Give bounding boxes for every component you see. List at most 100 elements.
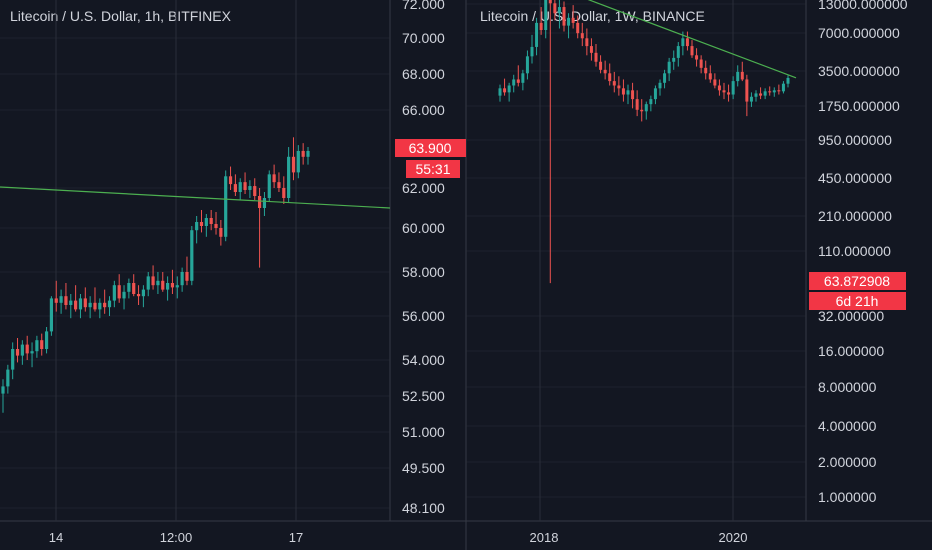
right-candle-body — [763, 91, 767, 96]
right-candle-body — [567, 17, 571, 26]
left-y-tick-label: 60.000 — [402, 220, 445, 236]
right-candle-body — [722, 90, 726, 93]
right-candle-body — [685, 38, 689, 47]
left-y-tick-label: 72.000 — [402, 0, 445, 12]
right-candle-body — [507, 85, 511, 93]
right-candle-body — [585, 38, 589, 47]
right-candle-body — [525, 56, 529, 74]
left-candle-body — [15, 349, 20, 356]
left-candle-body — [185, 272, 189, 281]
right-candle-body — [594, 52, 598, 62]
right-candle-body — [731, 81, 735, 95]
left-candle-body — [166, 283, 170, 290]
right-countdown-label: 6d 21h — [836, 293, 879, 309]
right-y-tick-label: 8.000000 — [818, 379, 877, 395]
right-y-tick-label: 1.000000 — [818, 489, 877, 505]
right-candle-body — [589, 46, 593, 53]
right-candle-body — [772, 90, 776, 93]
left-candle-body — [228, 176, 233, 185]
left-candle-body — [306, 150, 310, 157]
left-y-tick-label: 49.500 — [402, 460, 445, 476]
right-y-tick-label: 110.000000 — [818, 243, 891, 259]
left-candle-body — [49, 298, 54, 332]
left-candle-body — [277, 182, 281, 188]
left-trend-line — [0, 186, 391, 209]
right-countdown-box — [809, 292, 906, 310]
right-candle-body — [786, 77, 790, 84]
left-candle-body — [40, 340, 44, 349]
left-candle-body — [219, 228, 223, 237]
right-y-tick-label: 450.000000 — [818, 170, 892, 186]
right-candle-body — [658, 82, 662, 89]
right-candle-body — [768, 91, 772, 93]
left-candle-body — [248, 186, 252, 190]
right-candle-body — [745, 79, 749, 102]
right-candle-body — [503, 88, 507, 93]
right-candle-body — [621, 88, 625, 95]
right-candle-body — [713, 79, 717, 86]
right-candle-body — [708, 73, 712, 80]
right-candle-body — [626, 90, 630, 95]
left-x-tick-label: 12:00 — [160, 530, 193, 545]
left-candle-body — [190, 230, 194, 281]
left-candle-body — [54, 298, 58, 303]
left-candle-body — [257, 196, 262, 208]
right-candle-body — [777, 90, 781, 92]
right-candle-body — [539, 22, 543, 31]
left-candle-body — [161, 280, 165, 290]
right-last-price-box — [809, 272, 906, 290]
right-candle-body — [571, 17, 575, 23]
left-candle-body — [136, 294, 141, 297]
left-y-tick-label: 70.000 — [402, 30, 445, 46]
left-y-tick-label: 66.000 — [402, 102, 445, 118]
left-candle-body — [1, 386, 5, 394]
right-candle-body — [667, 61, 671, 74]
right-last-price-label: 63.872908 — [824, 273, 890, 289]
right-x-tick-label: 2018 — [530, 530, 559, 545]
right-candle-body — [640, 109, 644, 112]
left-candle-body — [25, 344, 29, 354]
left-x-tick-label: 14 — [49, 530, 63, 545]
right-candle-body — [635, 99, 639, 110]
right-candle-body — [653, 88, 657, 100]
right-y-tick-label: 4.000000 — [818, 418, 877, 434]
left-y-tick-label: 62.000 — [402, 180, 445, 196]
left-candle-body — [291, 156, 296, 173]
left-candle-body — [233, 184, 237, 192]
right-candle-body — [717, 85, 721, 91]
left-candle-body — [253, 186, 257, 196]
right-y-tick-label: 32.000000 — [818, 308, 884, 324]
right-candle-body — [695, 55, 699, 60]
right-candle-body — [512, 79, 516, 86]
right-y-tick-label: 7000.000000 — [818, 25, 900, 41]
left-candle-body — [78, 298, 83, 310]
right-candle-body — [631, 90, 635, 100]
right-x-tick-label: 2020 — [719, 530, 748, 545]
left-candle-body — [272, 174, 276, 183]
left-candle-body — [35, 340, 39, 352]
left-candle-body — [238, 182, 242, 192]
right-candle-body — [759, 93, 763, 96]
right-candle-body — [740, 71, 744, 80]
left-candle-body — [175, 285, 179, 288]
left-y-tick-label: 54.000 — [402, 352, 445, 368]
right-candle-body — [754, 93, 758, 97]
left-y-tick-label: 52.500 — [402, 388, 445, 404]
left-candle-body — [262, 198, 267, 208]
left-y-tick-label: 48.100 — [402, 500, 445, 516]
left-candle-body — [180, 272, 184, 286]
left-candle-body — [98, 302, 102, 310]
left-candle-body — [117, 285, 121, 299]
left-candle-body — [74, 300, 78, 310]
right-candle-body — [562, 7, 566, 26]
right-candle-body — [548, 0, 552, 4]
right-trend-line — [587, 0, 797, 79]
right-candle-body — [576, 22, 580, 34]
left-y-tick-label: 56.000 — [402, 308, 445, 324]
left-last-price-label: 63.900 — [409, 140, 452, 156]
right-candle-body — [649, 99, 653, 105]
left-candle-body — [301, 150, 305, 157]
right-candle-body — [521, 73, 525, 83]
left-candle-body — [93, 302, 97, 310]
